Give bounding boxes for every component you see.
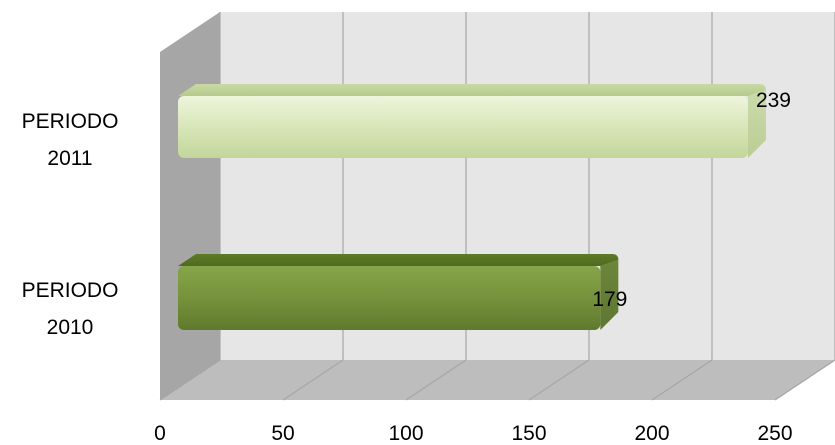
floor: [160, 360, 835, 400]
bar-front-face: [178, 266, 601, 330]
data-label: 179: [592, 288, 627, 311]
category-label: 2011: [47, 147, 92, 170]
bar-side-face: [747, 90, 766, 158]
category-label: PERIODO: [22, 279, 119, 302]
x-axis-tick-labels: 0 50 100 150 200 250: [154, 422, 792, 445]
category-label: 2010: [47, 316, 94, 339]
x-tick-label: 0: [154, 422, 166, 445]
category-label: PERIODO: [22, 110, 119, 133]
bar-top-face: [178, 84, 766, 96]
x-tick-label: 200: [634, 422, 669, 445]
gridline-floor: [528, 359, 590, 401]
bar-front-face: [178, 96, 748, 158]
side-wall: [160, 12, 220, 400]
bars-group: 239 179: [178, 84, 791, 330]
bar-periodo-2010: 179: [178, 254, 627, 330]
x-tick-label: 100: [388, 422, 423, 445]
bar-top-face: [178, 254, 619, 266]
gridline-floor: [159, 359, 221, 401]
gridline-floor: [774, 359, 835, 401]
gridline-floor: [651, 359, 713, 401]
data-label: 239: [756, 89, 791, 112]
x-tick-label: 150: [511, 422, 546, 445]
gridline-floor: [282, 359, 344, 401]
gridline-floor: [405, 359, 467, 401]
bar-side-face: [600, 260, 619, 330]
x-tick-label: 50: [271, 422, 294, 445]
bar-periodo-2011: 239: [178, 84, 791, 158]
category-labels: PERIODO 2011 PERIODO 2010: [22, 110, 119, 339]
x-tick-label: 250: [757, 422, 792, 445]
